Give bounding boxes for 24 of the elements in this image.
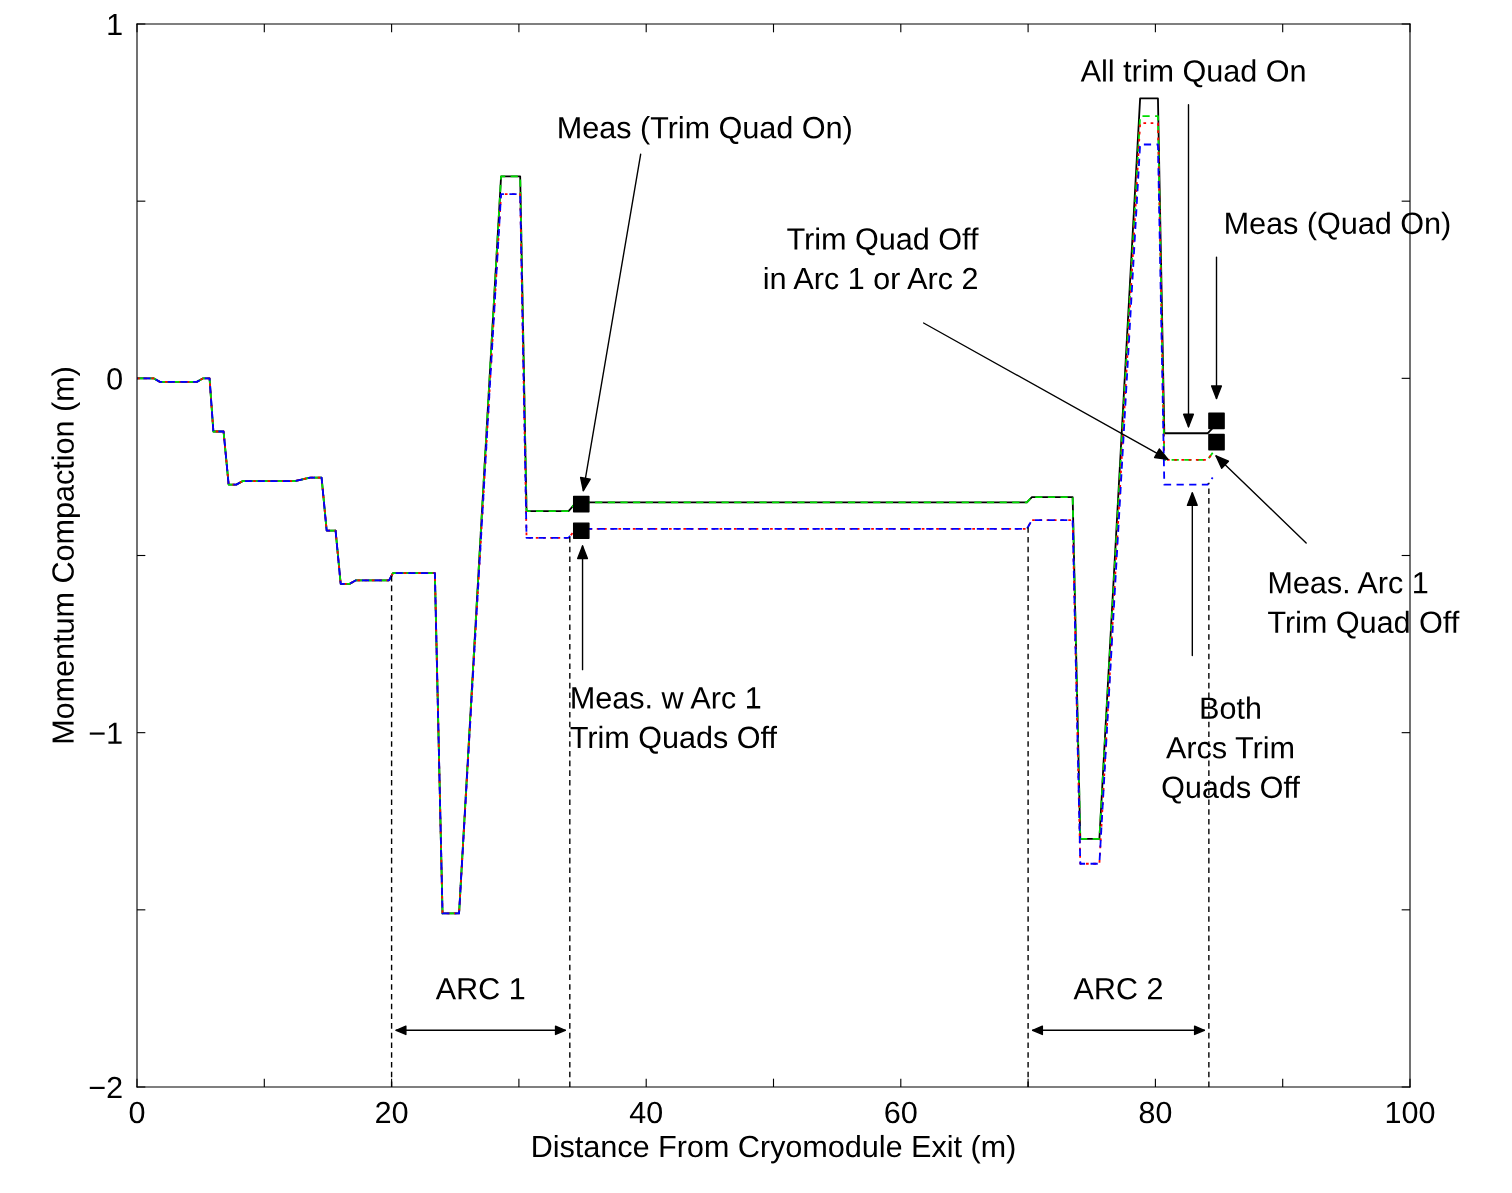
point: [1208, 433, 1225, 451]
annotation: Meas (Trim Quad On): [559, 116, 851, 145]
point: [572, 495, 590, 513]
annotation: Meas. Arc 1 Trim Quad Off: [1268, 572, 1460, 639]
x-tick-label: 80: [1139, 1101, 1172, 1124]
point: [1208, 412, 1225, 430]
y-tick-label: 0: [107, 368, 122, 390]
annotation: Meas. w Arc 1 Trim Quads Off: [570, 687, 778, 754]
x-tick-label: 100: [1386, 1101, 1435, 1124]
x-tick-label: 0: [129, 1101, 145, 1124]
annotation: Both Arcs Trim Quads Off: [1162, 696, 1300, 804]
y-axis-title: Momentum Compaction (m): [51, 368, 80, 743]
x-axis-title: Distance From Cryomodule Exit (m): [533, 1134, 1015, 1164]
x-tick-label: 40: [629, 1101, 662, 1124]
y-tick-label: −1: [89, 722, 122, 744]
annotation: ARC 1: [435, 977, 525, 1000]
y-tick-label: 1: [108, 14, 122, 36]
annotation: ARC 2: [1073, 977, 1162, 1000]
annotation: All trim Quad On: [1080, 59, 1305, 88]
annotation: Trim Quad Off in Arc 1 or Arc 2: [764, 227, 979, 290]
point: [572, 522, 590, 539]
y-tick-label: −2: [89, 1076, 122, 1099]
x-tick-label: 20: [376, 1101, 408, 1124]
x-tick-label: 60: [885, 1101, 917, 1124]
